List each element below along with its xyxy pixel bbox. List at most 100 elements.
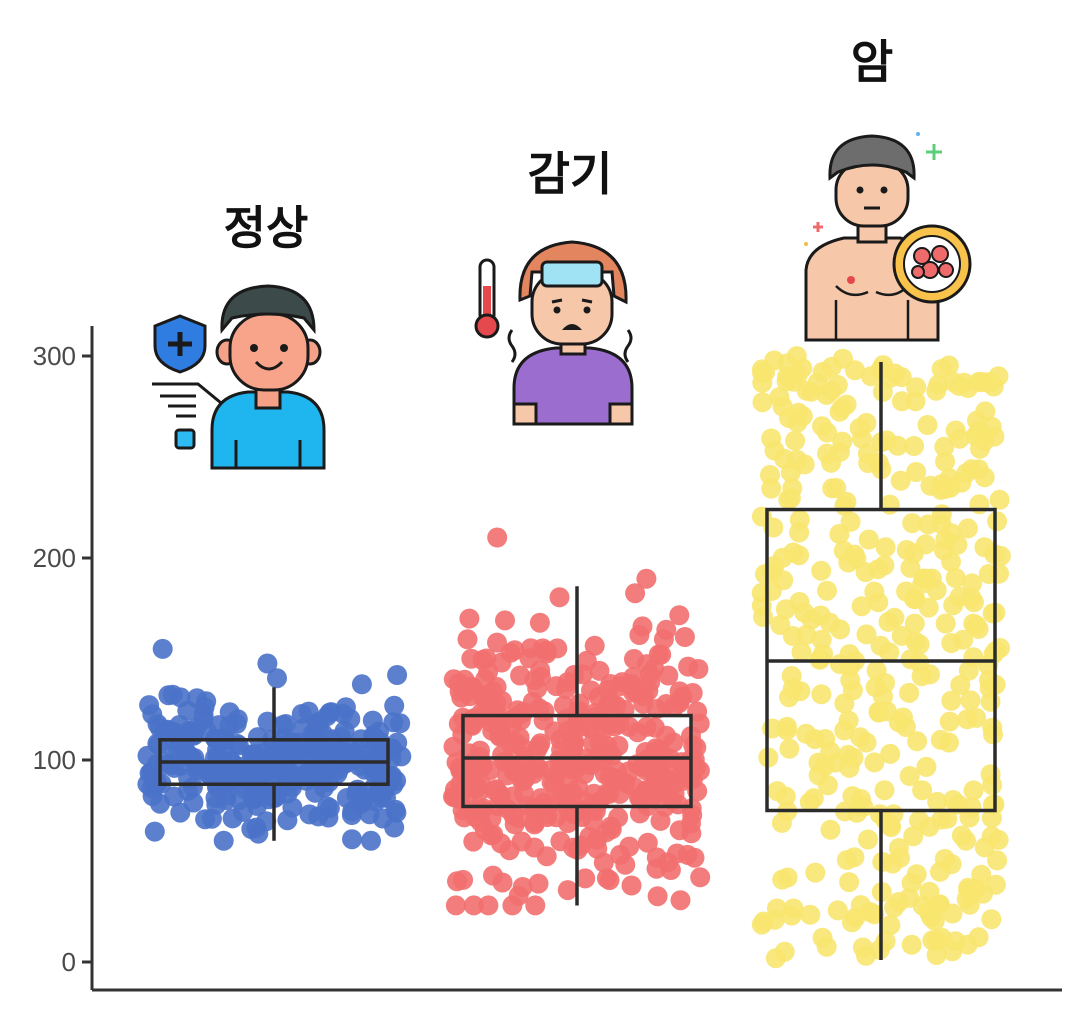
- data-point: [963, 780, 984, 801]
- data-point: [915, 534, 936, 555]
- data-point: [891, 625, 912, 646]
- data-point: [383, 712, 404, 733]
- data-point: [926, 380, 947, 401]
- data-point: [660, 860, 681, 880]
- data-point: [852, 937, 873, 958]
- data-point: [846, 802, 867, 823]
- data-point: [890, 470, 911, 491]
- data-point: [988, 829, 1009, 850]
- data-point: [259, 789, 279, 810]
- data-point: [783, 542, 804, 563]
- data-point: [868, 559, 888, 580]
- data-point: [182, 777, 203, 798]
- data-point: [989, 489, 1010, 510]
- data-point: [167, 737, 188, 758]
- data-point: [931, 927, 952, 948]
- data-point: [815, 729, 836, 749]
- data-point: [934, 436, 955, 457]
- data-point: [880, 915, 901, 936]
- data-point: [625, 583, 646, 604]
- data-point: [497, 765, 518, 786]
- data-point: [483, 865, 503, 886]
- cold-fever-person-icon: [474, 240, 634, 426]
- data-point: [751, 595, 772, 616]
- data-point: [909, 634, 930, 655]
- data-point: [771, 812, 792, 833]
- data-point: [982, 717, 1003, 738]
- data-point: [781, 905, 802, 926]
- data-point: [629, 625, 650, 645]
- data-point: [319, 798, 340, 819]
- data-point: [684, 847, 705, 868]
- data-point: [144, 821, 165, 842]
- data-point: [670, 890, 691, 911]
- data-point: [387, 665, 408, 685]
- data-point: [792, 406, 813, 427]
- data-point: [263, 736, 284, 757]
- data-point: [669, 605, 690, 626]
- data-point: [690, 867, 711, 888]
- data-point: [961, 797, 982, 818]
- data-point: [361, 830, 381, 851]
- data-point: [624, 649, 644, 669]
- data-point: [974, 537, 995, 558]
- data-point: [529, 612, 550, 633]
- data-point: [905, 391, 926, 412]
- data-point: [266, 763, 287, 784]
- data-point: [850, 895, 871, 916]
- data-point: [257, 653, 278, 674]
- data-point: [256, 811, 277, 832]
- data-point: [960, 690, 981, 711]
- data-point: [298, 701, 319, 722]
- data-point: [865, 677, 886, 698]
- data-point: [639, 664, 660, 685]
- data-point: [387, 732, 408, 753]
- data-point: [888, 892, 909, 912]
- data-point: [969, 494, 990, 515]
- data-point: [305, 782, 326, 803]
- data-point: [976, 372, 997, 393]
- data-point: [834, 720, 855, 741]
- data-point: [551, 739, 572, 760]
- data-point: [235, 779, 256, 800]
- data-point: [557, 880, 578, 901]
- data-point: [445, 895, 466, 916]
- data-point: [386, 802, 407, 823]
- data-point: [851, 596, 872, 617]
- data-point: [583, 799, 604, 820]
- data-point: [474, 820, 495, 840]
- data-point: [584, 635, 605, 656]
- data-point: [901, 873, 922, 893]
- data-point: [958, 378, 978, 398]
- data-point: [669, 681, 690, 702]
- data-point: [875, 537, 896, 558]
- data-point: [866, 660, 887, 681]
- data-point: [475, 669, 496, 690]
- data-point: [814, 756, 835, 777]
- data-point: [969, 425, 990, 446]
- data-point: [900, 649, 921, 670]
- data-point: [880, 743, 901, 764]
- data-point: [951, 825, 972, 846]
- data-point: [957, 518, 978, 539]
- data-point: [958, 660, 979, 681]
- data-point: [810, 605, 831, 626]
- data-point: [522, 692, 543, 712]
- data-point: [621, 875, 642, 896]
- data-point: [443, 786, 463, 807]
- data-point: [780, 462, 801, 483]
- data-point: [812, 927, 833, 948]
- data-point: [843, 747, 864, 768]
- data-point: [621, 674, 642, 694]
- data-point: [899, 682, 920, 703]
- data-point: [918, 597, 939, 618]
- data-point: [884, 607, 905, 628]
- data-point: [782, 478, 803, 499]
- data-point: [817, 775, 838, 796]
- y-tick-label: 100: [33, 745, 76, 775]
- data-point: [487, 527, 508, 548]
- data-point: [821, 380, 842, 401]
- data-point: [681, 823, 702, 844]
- data-point: [776, 720, 797, 741]
- data-point: [373, 782, 394, 803]
